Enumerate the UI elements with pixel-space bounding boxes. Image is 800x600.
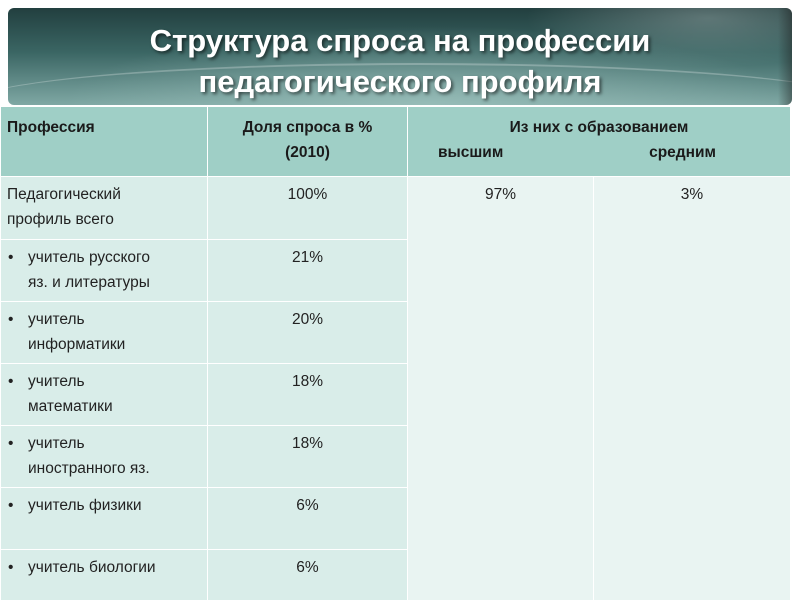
row-profession-line-2: математики bbox=[28, 398, 113, 415]
row-share: 6% bbox=[207, 487, 408, 550]
row-profession: • учитель математики bbox=[0, 363, 208, 426]
bullet-icon: • bbox=[8, 373, 14, 390]
header-profession: Профессия bbox=[0, 106, 208, 177]
table-row: • учитель русского яз. и литературы 21% bbox=[0, 239, 791, 302]
header-education: Из них с образованием высшим средним bbox=[407, 106, 791, 177]
bullet-icon: • bbox=[8, 249, 14, 266]
row-profession-line-1: учитель биологии bbox=[28, 559, 156, 576]
banner-swoosh bbox=[8, 63, 792, 105]
table-row: • учитель информатики 20% bbox=[0, 301, 791, 364]
row-profession-line-2: яз. и литературы bbox=[28, 274, 150, 291]
total-label: Педагогический профиль всего bbox=[0, 176, 208, 240]
row-profession-line-1: учитель bbox=[28, 373, 85, 390]
bullet-icon: • bbox=[8, 497, 14, 514]
banner-edge bbox=[778, 8, 792, 105]
table-row: • учитель биологии 6% bbox=[0, 549, 791, 600]
row-profession: • учитель иностранного яз. bbox=[0, 425, 208, 488]
row-profession-line-1: учитель bbox=[28, 435, 85, 452]
bullet-icon: • bbox=[8, 435, 14, 452]
table-row-total: Педагогический профиль всего 100% 97% 3% bbox=[0, 176, 791, 600]
slide-title-line-2: педагогического профиля bbox=[198, 64, 602, 99]
slide-title-line-1: Структура спроса на профессии bbox=[149, 23, 651, 58]
table-row: • учитель иностранного яз. 18% bbox=[0, 425, 791, 488]
row-share: 18% bbox=[207, 425, 408, 488]
row-profession: • учитель физики bbox=[0, 487, 208, 550]
demand-table: Профессия Доля спроса в % (2010) Из них … bbox=[0, 106, 791, 600]
row-profession-line-2: информатики bbox=[28, 336, 126, 353]
row-share: 21% bbox=[207, 239, 408, 302]
row-profession-line-2: иностранного яз. bbox=[28, 460, 150, 477]
header-secondary: средним bbox=[649, 144, 716, 161]
total-label-line-2: профиль всего bbox=[7, 211, 114, 228]
row-share: 20% bbox=[207, 301, 408, 364]
row-share: 6% bbox=[207, 549, 408, 600]
header-share-line-1: Доля спроса в % bbox=[242, 119, 373, 136]
total-secondary: 3% bbox=[593, 176, 791, 600]
row-profession-line-1: учитель русского bbox=[28, 249, 150, 266]
row-profession-line-1: учитель физики bbox=[28, 497, 142, 514]
header-higher: высшим bbox=[438, 144, 504, 161]
total-label-line-1: Педагогический bbox=[7, 186, 121, 203]
row-profession-line-1: учитель bbox=[28, 311, 85, 328]
header-share-line-2: (2010) bbox=[285, 144, 330, 161]
row-profession: • учитель информатики bbox=[0, 301, 208, 364]
row-profession: • учитель биологии bbox=[0, 549, 208, 600]
table-row: • учитель математики 18% bbox=[0, 363, 791, 426]
table-row: • учитель физики 6% bbox=[0, 487, 791, 550]
row-share: 18% bbox=[207, 363, 408, 426]
header-share: Доля спроса в % (2010) bbox=[207, 106, 408, 177]
total-share: 100% bbox=[207, 176, 408, 240]
table-header-row: Профессия Доля спроса в % (2010) Из них … bbox=[0, 106, 791, 177]
row-profession: • учитель русского яз. и литературы bbox=[0, 239, 208, 302]
header-education-label: Из них с образованием bbox=[509, 119, 689, 136]
bullet-icon: • bbox=[8, 559, 14, 576]
total-higher: 97% bbox=[407, 176, 594, 600]
title-banner bbox=[8, 8, 792, 105]
bullet-icon: • bbox=[8, 311, 14, 328]
slide-title: Структура спроса на профессии педагогиче… bbox=[8, 20, 792, 102]
header-education-sub: высшим средним bbox=[414, 140, 784, 165]
